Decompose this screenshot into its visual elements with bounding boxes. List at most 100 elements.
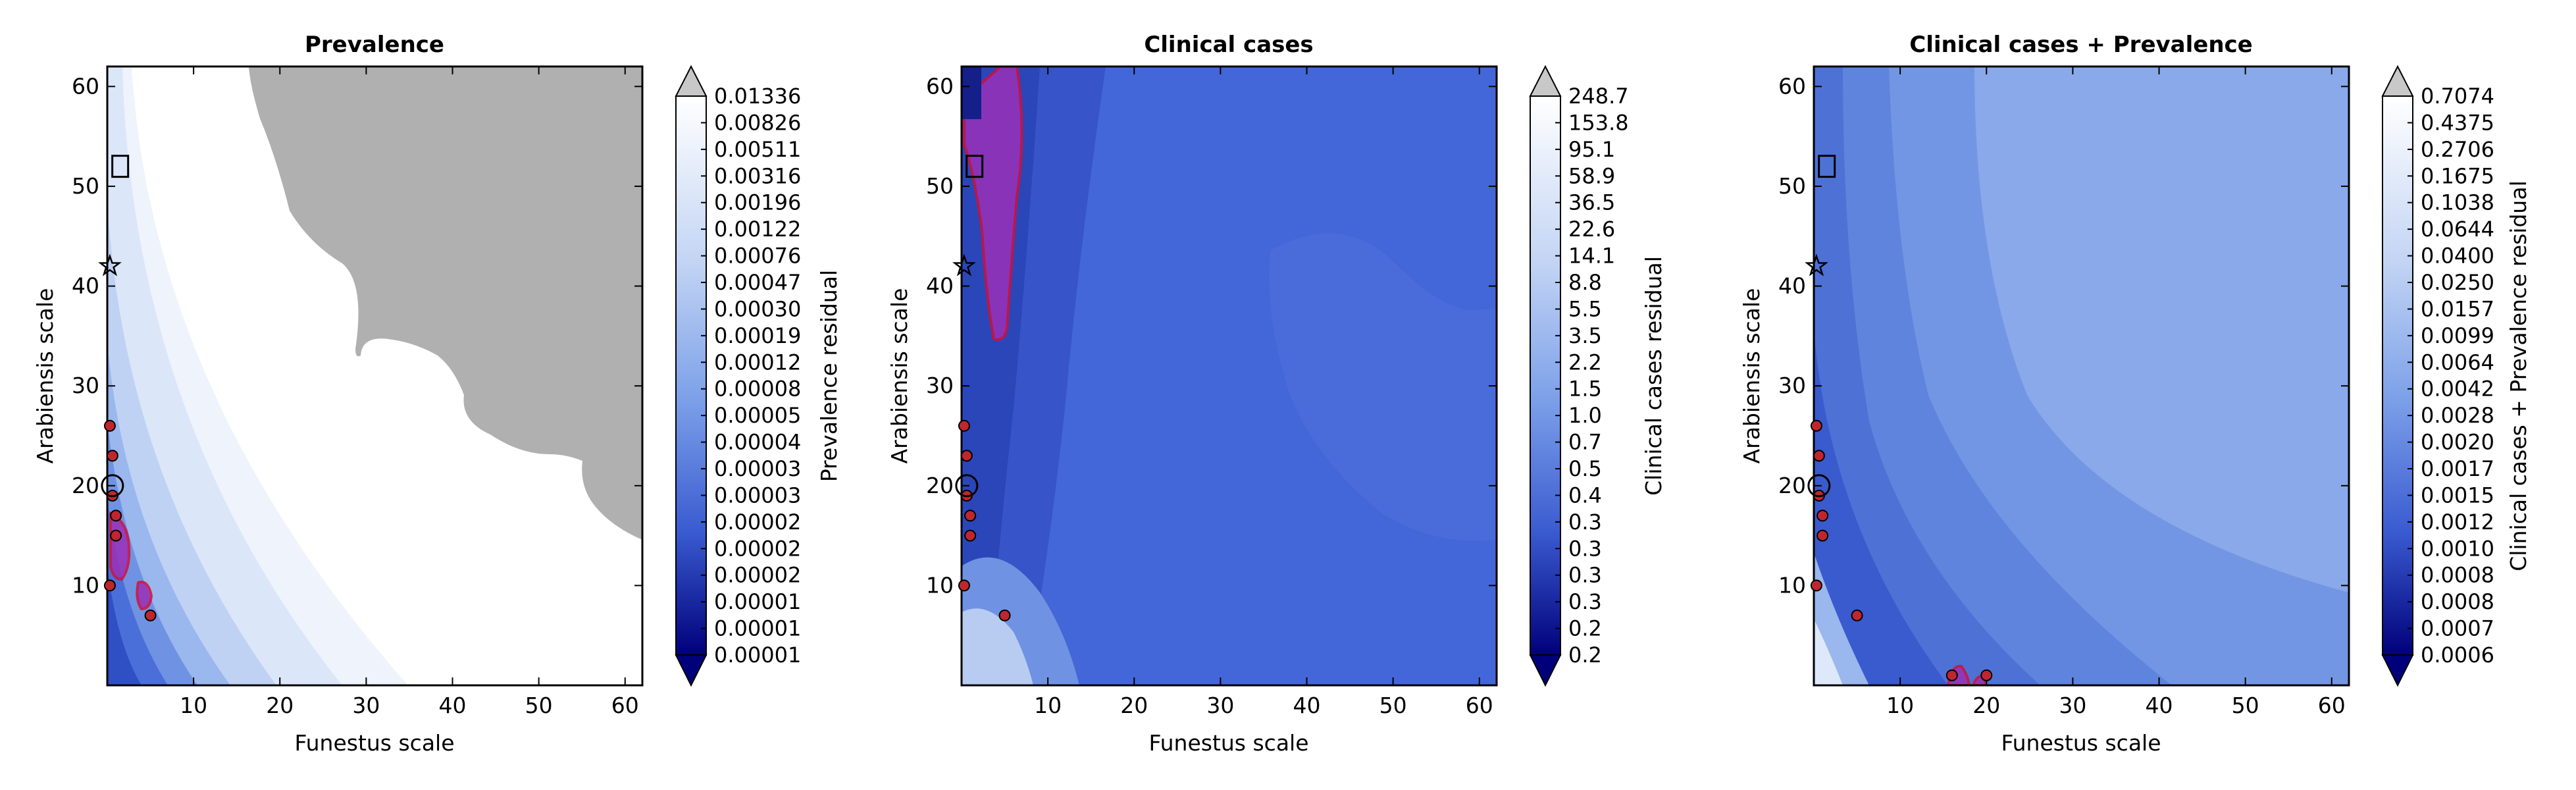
best-fit-point [1980, 669, 1993, 681]
y-tick-label: 20 [72, 473, 99, 498]
colorbar-extend-top [675, 65, 708, 97]
colorbar-tick-label: 8.8 [1568, 270, 1602, 295]
colorbar-tick-label: 0.0157 [2421, 296, 2494, 321]
colorbar-tick-label: 0.00001 [714, 616, 801, 641]
colorbar-tick-label: 2.2 [1568, 350, 1602, 375]
colorbar-tick-label: 0.3 [1568, 536, 1602, 561]
best-fit-point [1816, 510, 1829, 522]
colorbar-tick-label: 0.00001 [714, 589, 801, 614]
colorbar-tick-label: 0.3 [1568, 563, 1602, 588]
x-tick-label: 50 [2232, 693, 2259, 718]
y-tick-label: 10 [72, 572, 99, 598]
y-tick-label: 40 [926, 273, 954, 299]
colorbar-tick-label: 0.0012 [2421, 510, 2494, 535]
best-fit-point [958, 579, 970, 592]
best-fit-point [110, 510, 122, 522]
x-tick-label: 10 [1034, 693, 1062, 718]
colorbar: 0.70740.43750.27060.16750.10380.06440.04… [2381, 65, 2531, 687]
chart-title: Clinical cases + Prevalence [1909, 32, 2253, 58]
x-tick-label: 40 [2146, 693, 2173, 718]
colorbar-tick-label: 0.0017 [2421, 456, 2494, 481]
best-fit-point [1816, 529, 1829, 542]
axis-ticks: 10 20 30 40 50 60 10 20 30 40 50 60 [72, 66, 642, 718]
colorbar-tick-label: 0.5 [1568, 456, 1602, 481]
colorbar-tick-label: 0.00004 [714, 430, 801, 455]
colorbar-tick-label: 0.0028 [2421, 403, 2494, 428]
y-tick-label: 30 [72, 373, 99, 398]
colorbar-tick-label: 0.00005 [714, 403, 801, 428]
circle-marker [1807, 474, 1831, 498]
best-fit-point [103, 579, 116, 592]
colorbar: 0.013360.008260.005110.003160.001960.001… [675, 65, 842, 687]
best-fit-point [103, 419, 116, 432]
best-fit-points [952, 155, 1011, 621]
colorbar-tick-label: 0.0020 [2421, 430, 2494, 455]
y-tick-label: 30 [1778, 373, 1806, 398]
y-tick-label: 60 [1778, 73, 1806, 99]
x-tick-label: 10 [1886, 693, 1914, 718]
plot-frame [106, 65, 644, 687]
colorbar-tick-label: 153.8 [1568, 110, 1629, 135]
colorbar-tick-label: 58.9 [1568, 163, 1615, 188]
y-tick-label: 30 [926, 373, 954, 398]
y-tick-label: 20 [1778, 473, 1806, 498]
y-axis-label: Arabiensis scale [887, 288, 912, 464]
square-marker [966, 155, 984, 178]
best-fit-point [964, 510, 977, 522]
colorbar-label: Clinical cases residual [1641, 256, 1666, 496]
colorbar-tick-label: 0.00122 [714, 217, 801, 242]
colorbar-tick-label: 36.5 [1568, 190, 1615, 215]
colorbar-tick-label: 0.00008 [714, 377, 801, 402]
x-tick-label: 60 [611, 693, 639, 718]
panel-clinical-cases: Clinical cases 10 20 30 40 50 60102030405060 … [887, 32, 1666, 756]
colorbar-tick-label: 0.7074 [2421, 84, 2494, 109]
colorbar-bar [2382, 95, 2413, 656]
colorbar-tick-label: 0.0644 [2421, 217, 2494, 242]
colorbar-tick-label: 0.00511 [714, 137, 801, 162]
colorbar-tick-label: 0.3 [1568, 510, 1602, 535]
colorbar-tick-label: 0.00316 [714, 163, 801, 188]
y-tick-label: 50 [1778, 173, 1806, 199]
star-marker [98, 253, 122, 276]
colorbar-tick-label: 0.00002 [714, 536, 801, 561]
colorbar-bar [675, 95, 707, 656]
colorbar-extend-bottom [1529, 654, 1562, 687]
colorbar-tick-label: 0.4 [1568, 483, 1602, 508]
plot-frame [960, 65, 1498, 687]
y-tick-label: 50 [926, 173, 954, 199]
x-tick-label: 30 [352, 693, 380, 718]
colorbar-tick-label: 0.4375 [2421, 110, 2494, 135]
colorbar-tick-label: 1.5 [1568, 377, 1602, 402]
y-tick-label: 60 [926, 73, 954, 99]
colorbar-tick-label: 0.0042 [2421, 377, 2494, 402]
colorbar-extend-top [2381, 65, 2414, 97]
best-fit-point [106, 450, 118, 462]
circle-marker [101, 474, 124, 498]
colorbar-tick-label: 0.1038 [2421, 190, 2494, 215]
colorbar-tick-label: 0.0099 [2421, 323, 2494, 348]
y-tick-label: 50 [72, 173, 99, 199]
colorbar-tick-label: 0.00019 [714, 323, 801, 348]
x-axis-label: Funestus scale [294, 730, 454, 756]
colorbar-tick-label: 22.6 [1568, 217, 1615, 242]
colorbar-tick-label: 0.0250 [2421, 270, 2494, 295]
x-axis-label: Funestus scale [1148, 730, 1308, 756]
y-tick-label: 20 [926, 473, 954, 498]
colorbar-tick-label: 0.0010 [2421, 536, 2494, 561]
square-marker [111, 155, 130, 178]
y-tick-label: 40 [72, 273, 99, 299]
heatmap-fill [107, 66, 642, 685]
colorbar-tick-label: 14.1 [1568, 244, 1615, 269]
heatmap-fill [962, 66, 1497, 685]
colorbar-tick-label: 0.2 [1568, 616, 1602, 641]
colorbar-tick-label: 0.00002 [714, 510, 801, 535]
x-tick-label: 30 [2059, 693, 2086, 718]
colorbar: 248.7153.895.158.936.522.614.18.85.53.52… [1529, 65, 1666, 687]
colorbar-tick-label: 0.00047 [714, 270, 801, 295]
best-fit-point [998, 609, 1011, 621]
best-fit-point [1851, 609, 1863, 621]
chart-title: Clinical cases [1144, 32, 1313, 58]
panel-clinical-plus-prevalence: Clinical cases + Prevalence 10 20 30 40 50 60… [1739, 32, 2531, 756]
best-fit-point [958, 419, 970, 432]
colorbar-tick-label: 5.5 [1568, 296, 1602, 321]
